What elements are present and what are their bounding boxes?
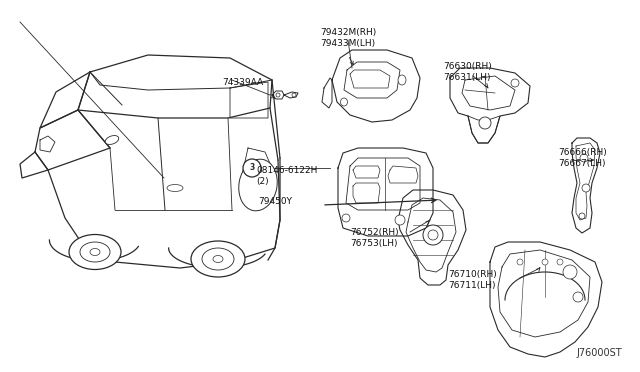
Ellipse shape (90, 248, 100, 256)
Circle shape (292, 93, 296, 97)
Circle shape (276, 93, 280, 97)
Circle shape (423, 225, 443, 245)
Text: 79450Y: 79450Y (258, 197, 292, 206)
Text: 76710(RH)
76711(LH): 76710(RH) 76711(LH) (448, 270, 497, 290)
Circle shape (542, 259, 548, 265)
Ellipse shape (106, 135, 118, 144)
Text: 79432M(RH)
79433M(LH): 79432M(RH) 79433M(LH) (320, 28, 376, 48)
Circle shape (580, 154, 588, 162)
Ellipse shape (69, 234, 121, 269)
Text: 76666(RH)
76667(LH): 76666(RH) 76667(LH) (558, 148, 607, 168)
Circle shape (479, 117, 491, 129)
Circle shape (582, 184, 590, 192)
Text: 74339AA: 74339AA (222, 78, 263, 87)
Text: 08146-6122H
(2): 08146-6122H (2) (256, 166, 317, 186)
Ellipse shape (80, 242, 110, 262)
Ellipse shape (202, 248, 234, 270)
Text: J76000ST: J76000ST (577, 348, 622, 358)
Circle shape (342, 214, 350, 222)
Text: 3: 3 (250, 164, 255, 173)
Circle shape (511, 79, 519, 87)
Circle shape (243, 159, 261, 177)
Ellipse shape (239, 159, 277, 211)
Circle shape (517, 259, 523, 265)
Ellipse shape (340, 98, 348, 106)
Circle shape (563, 265, 577, 279)
Ellipse shape (213, 256, 223, 263)
Circle shape (579, 213, 585, 219)
Circle shape (573, 292, 583, 302)
Ellipse shape (191, 241, 245, 277)
Ellipse shape (398, 75, 406, 85)
Text: 76752(RH)
76753(LH): 76752(RH) 76753(LH) (350, 228, 399, 248)
Circle shape (557, 259, 563, 265)
Circle shape (428, 230, 438, 240)
Ellipse shape (167, 185, 183, 192)
Text: 76630(RH)
76631(LH): 76630(RH) 76631(LH) (443, 62, 492, 82)
Circle shape (395, 215, 405, 225)
